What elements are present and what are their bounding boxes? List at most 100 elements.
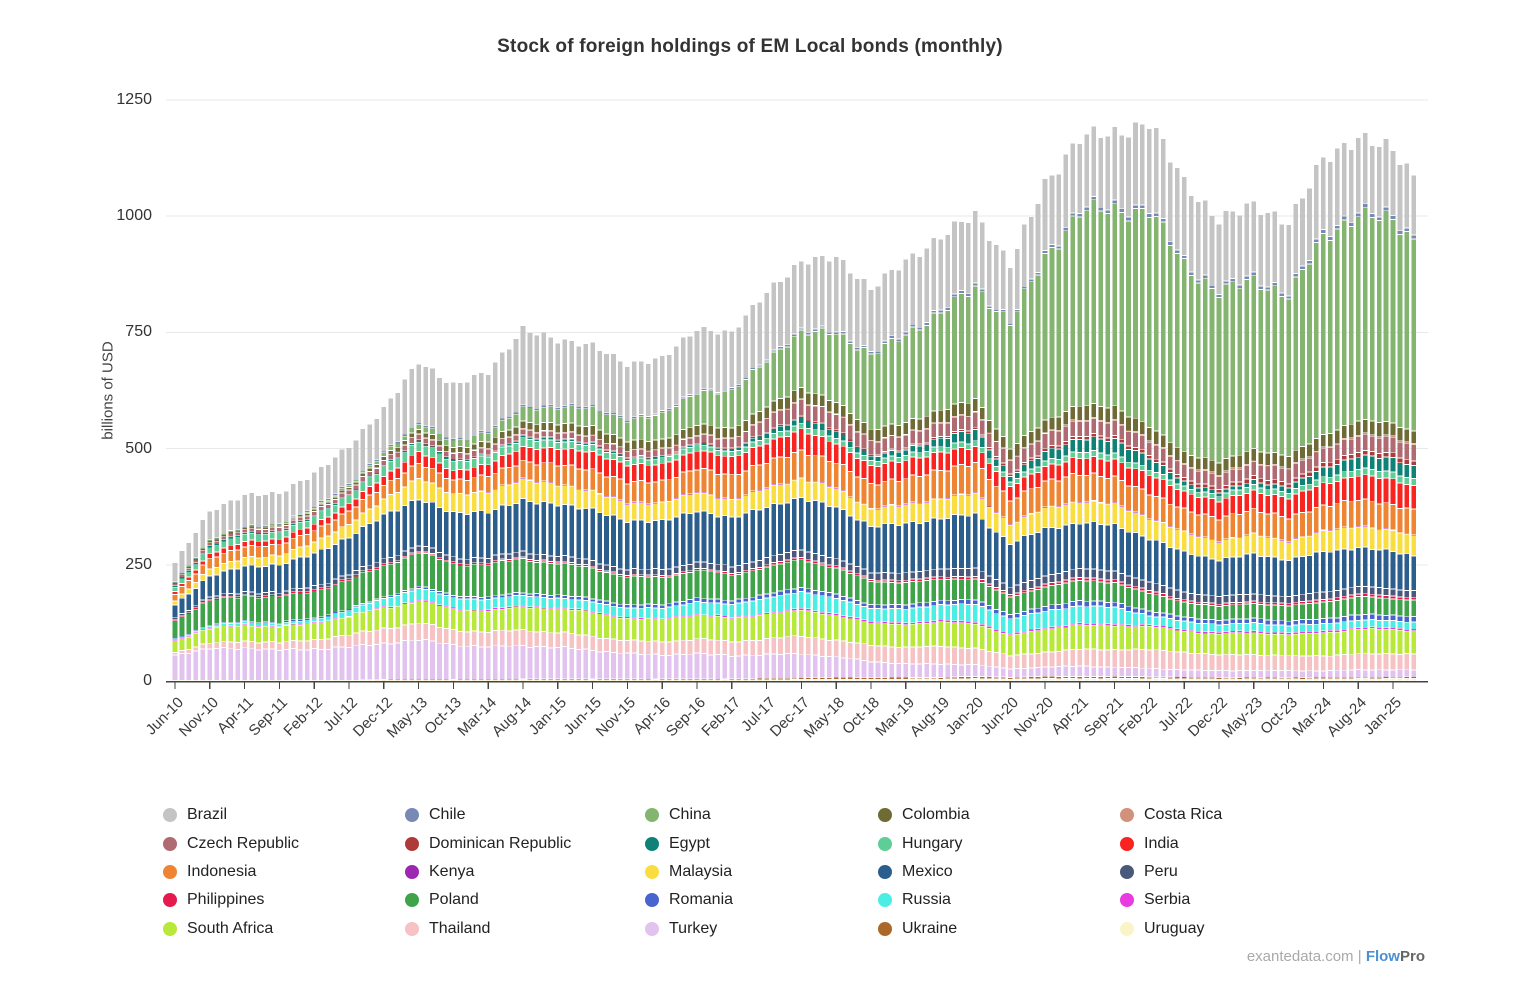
legend-item-malaysia[interactable]: Malaysia: [645, 863, 878, 881]
bar-month-150[interactable]: [1216, 224, 1222, 681]
bar-month-1[interactable]: [179, 550, 185, 681]
bar-month-143[interactable]: [1167, 162, 1173, 681]
legend-item-ukraine[interactable]: Ukraine: [878, 920, 1120, 938]
bar-month-162[interactable]: [1300, 198, 1305, 681]
bar-month-23[interactable]: [332, 457, 338, 681]
bar-month-77[interactable]: [708, 331, 714, 681]
bar-month-74[interactable]: [687, 336, 693, 681]
bar-month-22[interactable]: [325, 464, 331, 681]
bar-month-8[interactable]: [228, 500, 233, 681]
bar-month-38[interactable]: [437, 377, 442, 681]
bar-month-90[interactable]: [799, 261, 804, 681]
bar-month-101[interactable]: [875, 286, 881, 681]
bar-month-157[interactable]: [1265, 212, 1271, 681]
legend-item-philippines[interactable]: Philippines: [163, 891, 405, 909]
bar-month-51[interactable]: [527, 332, 533, 681]
bar-month-178[interactable]: [1411, 175, 1417, 681]
bar-month-113[interactable]: [959, 221, 964, 681]
legend-item-south-africa[interactable]: South Africa: [163, 920, 405, 938]
legend-item-egypt[interactable]: Egypt: [645, 835, 878, 853]
bar-month-28[interactable]: [367, 424, 373, 681]
bar-month-115[interactable]: [973, 210, 978, 681]
bar-month-163[interactable]: [1307, 188, 1312, 681]
bar-month-19[interactable]: [304, 479, 310, 681]
bar-month-96[interactable]: [840, 260, 846, 681]
bar-month-87[interactable]: [778, 281, 783, 681]
bar-month-98[interactable]: [854, 279, 860, 681]
bar-month-169[interactable]: [1348, 150, 1354, 681]
bar-month-149[interactable]: [1209, 215, 1215, 681]
bar-month-2[interactable]: [186, 542, 192, 681]
bar-month-36[interactable]: [423, 367, 428, 681]
bar-month-69[interactable]: [652, 358, 658, 681]
bar-month-83[interactable]: [750, 304, 755, 681]
bar-month-91[interactable]: [806, 264, 811, 681]
bar-month-103[interactable]: [889, 269, 895, 681]
bar-month-164[interactable]: [1314, 165, 1319, 681]
bar-month-33[interactable]: [402, 379, 407, 681]
legend-item-kenya[interactable]: Kenya: [405, 863, 645, 881]
bar-month-120[interactable]: [1007, 267, 1013, 681]
legend-item-peru[interactable]: Peru: [1120, 863, 1340, 881]
bar-month-12[interactable]: [256, 495, 261, 681]
bar-month-100[interactable]: [868, 289, 874, 681]
bar-month-9[interactable]: [235, 500, 240, 681]
bar-month-148[interactable]: [1202, 200, 1208, 681]
bar-month-119[interactable]: [1000, 250, 1006, 681]
bar-month-6[interactable]: [214, 510, 220, 681]
bar-month-7[interactable]: [221, 503, 227, 681]
bar-month-171[interactable]: [1362, 133, 1368, 681]
bar-month-56[interactable]: [562, 339, 568, 681]
legend-item-dominican-republic[interactable]: Dominican Republic: [405, 835, 645, 853]
bar-month-18[interactable]: [297, 481, 303, 681]
bar-month-11[interactable]: [249, 493, 254, 681]
bar-month-26[interactable]: [353, 440, 359, 681]
bar-month-159[interactable]: [1279, 224, 1284, 681]
bar-month-121[interactable]: [1014, 248, 1020, 681]
bar-month-40[interactable]: [451, 382, 456, 681]
bar-month-24[interactable]: [339, 449, 345, 681]
bar-month-13[interactable]: [263, 495, 268, 681]
bar-month-66[interactable]: [632, 361, 637, 681]
bar-month-108[interactable]: [924, 248, 929, 681]
bar-month-133[interactable]: [1098, 138, 1103, 681]
bar-month-88[interactable]: [785, 277, 790, 681]
bar-month-165[interactable]: [1321, 157, 1326, 681]
bar-month-105[interactable]: [903, 259, 909, 681]
bar-month-177[interactable]: [1404, 163, 1410, 681]
bar-month-79[interactable]: [722, 330, 728, 681]
bar-month-49[interactable]: [513, 338, 519, 681]
bar-month-44[interactable]: [478, 372, 484, 681]
bar-month-93[interactable]: [819, 255, 825, 681]
bar-month-158[interactable]: [1272, 211, 1277, 681]
legend-item-russia[interactable]: Russia: [878, 891, 1120, 909]
bar-month-29[interactable]: [374, 419, 380, 681]
bar-month-153[interactable]: [1237, 215, 1243, 681]
bar-month-94[interactable]: [826, 261, 832, 681]
bar-month-42[interactable]: [465, 382, 470, 681]
bar-month-130[interactable]: [1077, 143, 1083, 681]
bar-month-65[interactable]: [625, 367, 630, 681]
legend-item-china[interactable]: China: [645, 806, 878, 824]
bar-month-156[interactable]: [1258, 214, 1264, 681]
bar-month-122[interactable]: [1021, 224, 1027, 681]
legend-item-colombia[interactable]: Colombia: [878, 806, 1120, 824]
bar-month-95[interactable]: [833, 257, 839, 681]
bar-month-85[interactable]: [764, 292, 769, 681]
bar-month-37[interactable]: [430, 368, 435, 681]
bar-month-48[interactable]: [506, 349, 512, 681]
bar-month-126[interactable]: [1049, 175, 1055, 681]
bar-month-82[interactable]: [743, 315, 749, 681]
bar-month-131[interactable]: [1084, 134, 1090, 681]
bar-month-86[interactable]: [771, 282, 776, 681]
bar-month-176[interactable]: [1397, 164, 1403, 681]
bar-month-47[interactable]: [499, 352, 505, 681]
bar-month-76[interactable]: [701, 326, 707, 681]
bar-month-59[interactable]: [583, 344, 588, 681]
bar-month-3[interactable]: [193, 533, 199, 681]
bar-month-109[interactable]: [931, 237, 936, 681]
bar-month-10[interactable]: [242, 494, 247, 681]
legend-item-uruguay[interactable]: Uruguay: [1120, 920, 1340, 938]
bar-month-61[interactable]: [597, 351, 602, 681]
bar-month-78[interactable]: [715, 334, 721, 681]
